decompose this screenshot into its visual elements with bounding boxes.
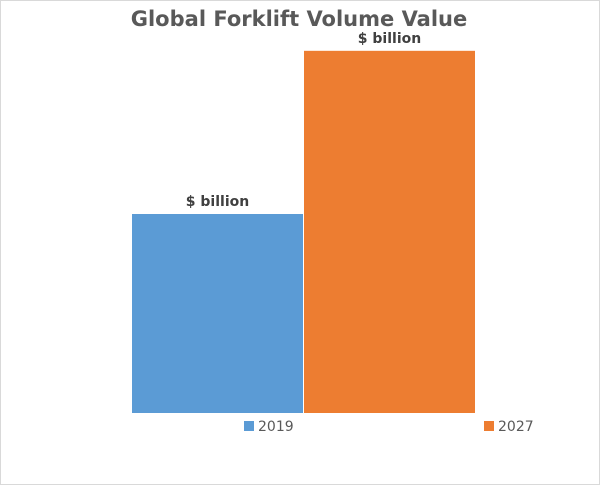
legend: 2019 2027 [244,419,534,435]
plot-area: $ billion $ billion [132,31,475,413]
legend-swatch-2019 [244,421,254,431]
legend-label-2019: 2019 [258,419,294,435]
bar-2027 [304,50,475,413]
chart-title: Global Forklift Volume Value [131,7,467,31]
data-label-2027: $ billion [358,31,421,47]
legend-label-2027: 2027 [498,419,534,435]
legend-swatch-2027 [484,421,494,431]
data-label-2019: $ billion [186,194,249,210]
bar-2019 [132,214,303,413]
